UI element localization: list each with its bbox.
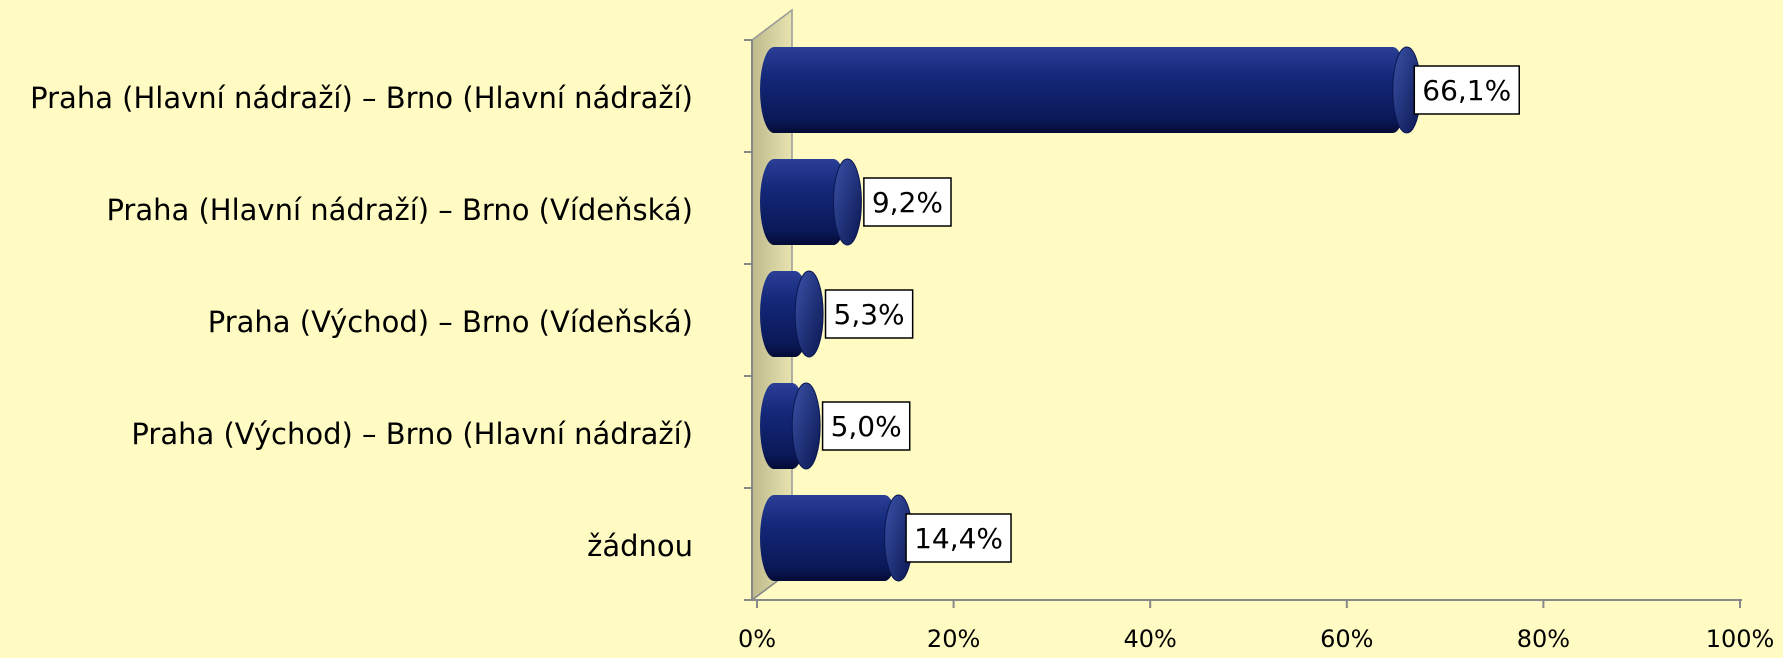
- value-label: 5,0%: [821, 401, 911, 451]
- bar: [760, 495, 899, 581]
- x-tick-label: 20%: [927, 625, 980, 653]
- value-label: 9,2%: [863, 177, 952, 227]
- bar-cap: [794, 270, 824, 358]
- value-label-box: [905, 513, 1012, 563]
- value-label: 14,4%: [905, 513, 1012, 563]
- value-label-text: 5,3%: [834, 298, 905, 331]
- y-tick-label: Praha (Hlavní nádraží) – Brno (Vídeňská): [106, 193, 693, 227]
- x-tick-label: 40%: [1124, 625, 1177, 653]
- y-tick-label: Praha (Hlavní nádraží) – Brno (Hlavní ná…: [30, 81, 693, 115]
- value-label-box: [1413, 65, 1520, 115]
- value-label-text: 66,1%: [1422, 74, 1511, 107]
- value-label-text: 14,4%: [914, 522, 1003, 555]
- bar-cap: [791, 382, 821, 470]
- value-label-box: [821, 401, 911, 451]
- x-tick-label: 100%: [1706, 625, 1775, 653]
- x-tick-label: 0%: [738, 625, 776, 653]
- value-label-text: 9,2%: [872, 186, 943, 219]
- x-tick-label: 60%: [1320, 625, 1373, 653]
- y-tick-label: Praha (Východ) – Brno (Hlavní nádraží): [131, 417, 693, 451]
- plot: 0% 20% 40% 60% 80% 100% Praha (Hlavní nádraží)…: [30, 39, 1775, 653]
- bar: [760, 47, 1407, 133]
- value-label-box: [863, 177, 952, 227]
- y-tick-label: žádnou: [587, 529, 693, 563]
- bar-cap: [832, 158, 862, 246]
- y-tick-label: Praha (Východ) – Brno (Vídeňská): [208, 305, 693, 339]
- value-label-box: [824, 289, 914, 339]
- bar: [760, 159, 848, 245]
- value-label-text: 5,0%: [831, 410, 902, 443]
- value-label: 5,3%: [824, 289, 914, 339]
- value-label: 66,1%: [1413, 65, 1520, 115]
- x-tick-label: 80%: [1517, 625, 1570, 653]
